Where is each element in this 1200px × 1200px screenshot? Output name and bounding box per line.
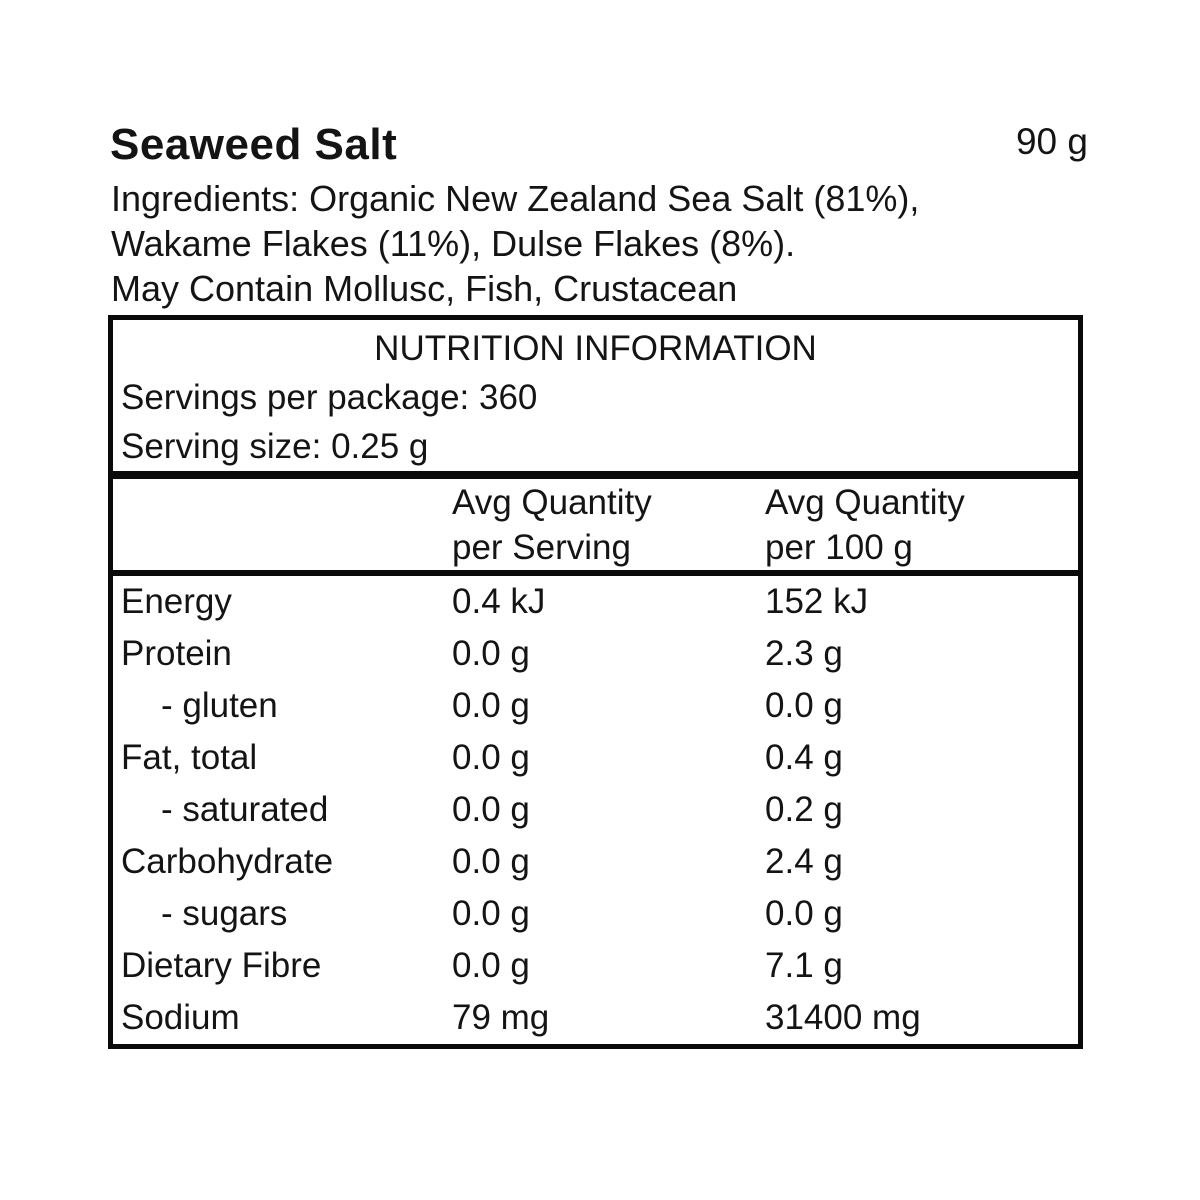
nutrient-label: - gluten — [161, 686, 278, 725]
nutrient-value-per-serving: 0.0 g — [452, 686, 530, 725]
nutrient-value-per-100g: 152 kJ — [765, 582, 869, 621]
nutrition-table-rows: Energy 0.4 kJ 152 kJ Protein 0.0 g 2.3 g… — [113, 576, 1078, 1044]
nutrient-row: Fat, total 0.0 g 0.4 g — [113, 732, 1078, 784]
nutrient-label: Fat, total — [121, 738, 258, 777]
per-100g-header-line2: per 100 g — [765, 527, 913, 567]
column-header-per-100g: Avg Quantity per 100 g — [765, 480, 1078, 570]
nutrient-row: - sugars 0.0 g 0.0 g — [113, 888, 1078, 940]
nutrient-value-per-serving: 79 mg — [452, 998, 550, 1037]
servings-per-package: Servings per package: 360 — [121, 377, 538, 417]
nutrient-value-per-serving: 0.0 g — [452, 842, 530, 881]
nutrient-value-per-100g: 0.0 g — [765, 686, 843, 725]
nutrient-value-per-serving: 0.0 g — [452, 634, 530, 673]
nutrient-row: - gluten 0.0 g 0.0 g — [113, 680, 1078, 732]
nutrient-value-per-100g: 7.1 g — [765, 946, 843, 985]
nutrient-label: Sodium — [121, 998, 240, 1037]
nutrient-label: Carbohydrate — [121, 842, 334, 881]
column-headers-row: Avg Quantity per Serving Avg Quantity pe… — [113, 479, 1078, 570]
nutrient-value-per-serving: 0.0 g — [452, 738, 530, 777]
nutrient-value-per-100g: 2.4 g — [765, 842, 843, 881]
nutrient-value-per-100g: 0.2 g — [765, 790, 843, 829]
nutrient-value-per-serving: 0.0 g — [452, 946, 530, 985]
net-weight: 90 g — [1015, 121, 1088, 162]
nutrient-row: Protein 0.0 g 2.3 g — [113, 628, 1078, 680]
column-header-per-serving: Avg Quantity per Serving — [452, 480, 765, 570]
per-serving-header-line1: Avg Quantity — [452, 482, 652, 522]
ingredients-block: Ingredients: Organic New Zealand Sea Sal… — [111, 176, 919, 311]
nutrient-value-per-100g: 0.4 g — [765, 738, 843, 777]
nutrient-value-per-100g: 2.3 g — [765, 634, 843, 673]
nutrition-information-table: NUTRITION INFORMATION Servings per packa… — [108, 315, 1083, 1049]
separator-after-serving-info — [113, 471, 1078, 479]
nutrient-row: Dietary Fibre 0.0 g 7.1 g — [113, 940, 1078, 992]
nutrient-value-per-serving: 0.4 kJ — [452, 582, 546, 621]
per-100g-header-line1: Avg Quantity — [765, 482, 965, 522]
nutrient-label: Protein — [121, 634, 232, 673]
separator-after-column-headers — [113, 570, 1078, 576]
nutrient-value-per-serving: 0.0 g — [452, 894, 530, 933]
per-serving-header-line2: per Serving — [452, 527, 631, 567]
nutrient-value-per-100g: 31400 mg — [765, 998, 921, 1037]
nutrient-row: - saturated 0.0 g 0.2 g — [113, 784, 1078, 836]
table-header-section: NUTRITION INFORMATION Servings per packa… — [113, 320, 1078, 471]
nutrient-row: Energy 0.4 kJ 152 kJ — [113, 576, 1078, 628]
nutrient-value-per-serving: 0.0 g — [452, 790, 530, 829]
nutrient-row: Carbohydrate 0.0 g 2.4 g — [113, 836, 1078, 888]
ingredients-line-1: Ingredients: Organic New Zealand Sea Sal… — [111, 178, 920, 219]
nutrient-label: Dietary Fibre — [121, 946, 322, 985]
ingredients-line-2: Wakame Flakes (11%), Dulse Flakes (8%). — [111, 223, 796, 264]
allergen-warning: May Contain Mollusc, Fish, Crustacean — [111, 268, 738, 309]
nutrient-value-per-100g: 0.0 g — [765, 894, 843, 933]
nutrient-label: - sugars — [161, 894, 288, 933]
serving-size: Serving size: 0.25 g — [121, 426, 429, 466]
nutrient-label: - saturated — [161, 790, 329, 829]
nutrient-row: Sodium 79 mg 31400 mg — [113, 992, 1078, 1044]
nutrient-label: Energy — [121, 582, 232, 621]
product-title: Seaweed Salt — [110, 120, 398, 169]
nutrition-information-heading: NUTRITION INFORMATION — [374, 328, 817, 368]
